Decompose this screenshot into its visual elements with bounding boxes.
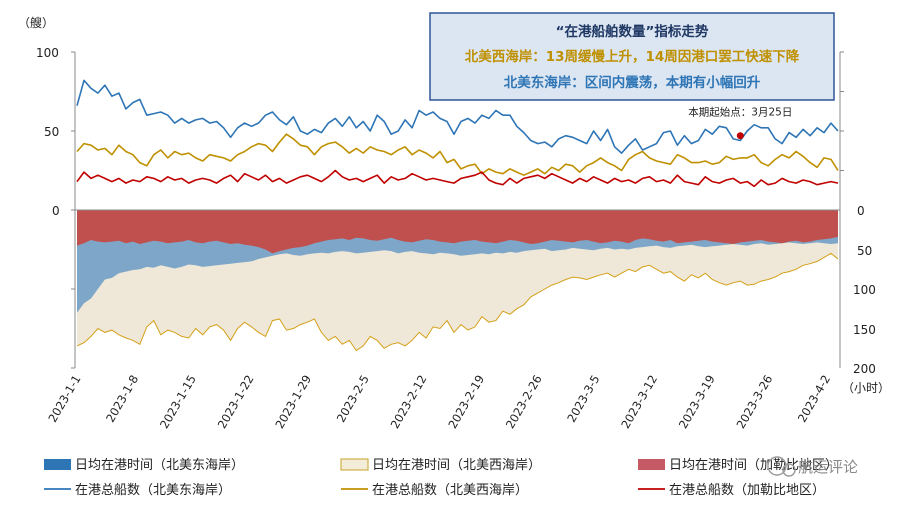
x-tick-label: 2023-2-26 [503,373,545,432]
watermark-text: 航运评论 [798,458,858,476]
west-coast-dwell-outline [76,252,839,352]
info-box: “在港船舶数量”指标走势 北美西海岸：13周缓慢上升，14周因港口罢工快速下降 … [429,12,835,101]
west-coast-vessel-line [76,133,839,176]
caribbean-vessel-line [76,169,839,188]
axes-group [71,51,844,369]
x-tick-label: 2023-4-2 [795,373,833,425]
legend-swatch [340,458,369,471]
top-line-group [76,79,839,188]
x-tick-label: 2023-3-12 [618,373,660,432]
x-tick-group: 2023-1-1 2023-1-8 2023-1-15 2023-1-22 2023-1… [45,373,833,432]
x-tick-label: 2023-3-5 [564,373,602,425]
info-box-title: “在港船舶数量”指标走势 [556,23,709,40]
period-start-marker [736,132,744,140]
x-tick-label: 2023-1-29 [272,373,314,432]
info-box-east-coast-note: 北美东海岸：区间内震荡，本期有小幅回升 [504,74,761,91]
east-coast-vessel-line [76,79,839,154]
period-start-annotation: 本期起始点：3月25日 [688,106,792,119]
info-box-frame [429,12,835,101]
top-y-tick-label: 100 [36,46,59,60]
annotation-group: 本期起始点：3月25日 [688,106,792,140]
watermark-logo-icon [782,463,796,477]
watermark: 航运评论 [767,456,858,477]
x-tick-label: 2023-2-19 [445,373,487,432]
bottom-y-tick-label: 150 [853,323,876,337]
bottom-y-tick-label: 0 [857,204,865,218]
legend-label: 在港总船数（北美西海岸） [372,483,528,498]
legend-label: 日均在港时间（北美东海岸） [75,458,244,473]
x-tick-label: 2023-3-26 [734,373,776,432]
top-unit-label: （艘） [18,15,54,30]
bottom-area-group [76,210,839,352]
legend-label: 在港总船数（加勒比地区） [669,483,825,498]
caribbean-dwell-area [77,210,838,254]
legend-swatch [638,459,665,470]
legend-label: 日均在港时间（北美西海岸） [372,458,541,473]
legend: 日均在港时间（北美东海岸） 日均在港时间（北美西海岸） 日均在港时间（加勒比地区） 在… [44,458,838,498]
bottom-y-tick-label: 200 [853,362,876,376]
legend-label: 在港总船数（北美东海岸） [75,483,231,498]
x-tick-label: 2023-1-8 [103,373,141,425]
bottom-y-tick-label: 50 [857,244,872,258]
x-tick-label: 2023-2-12 [388,373,430,432]
x-tick-label: 2023-1-1 [45,373,83,425]
info-box-west-coast-note: 北美西海岸：13周缓慢上升，14周因港口罢工快速下降 [465,48,800,65]
watermark-logo-icon [767,456,787,476]
legend-label: 日均在港时间（加勒比地区） [669,458,838,473]
x-tick-label: 2023-2-5 [334,373,372,425]
bottom-y-tick-label: 100 [853,283,876,297]
bottom-unit-label: （小时） [842,381,890,395]
x-tick-label: 2023-3-19 [676,373,718,432]
top-y-tick-label: 50 [44,125,59,139]
top-y-tick-label: 0 [52,204,60,218]
tick-label-group: （艘） 100 50 0 0 50 100 150 200 （小时） [18,15,890,395]
x-tick-label: 2023-1-15 [157,373,199,432]
x-tick-label: 2023-1-22 [215,373,257,432]
legend-swatch [44,459,71,470]
